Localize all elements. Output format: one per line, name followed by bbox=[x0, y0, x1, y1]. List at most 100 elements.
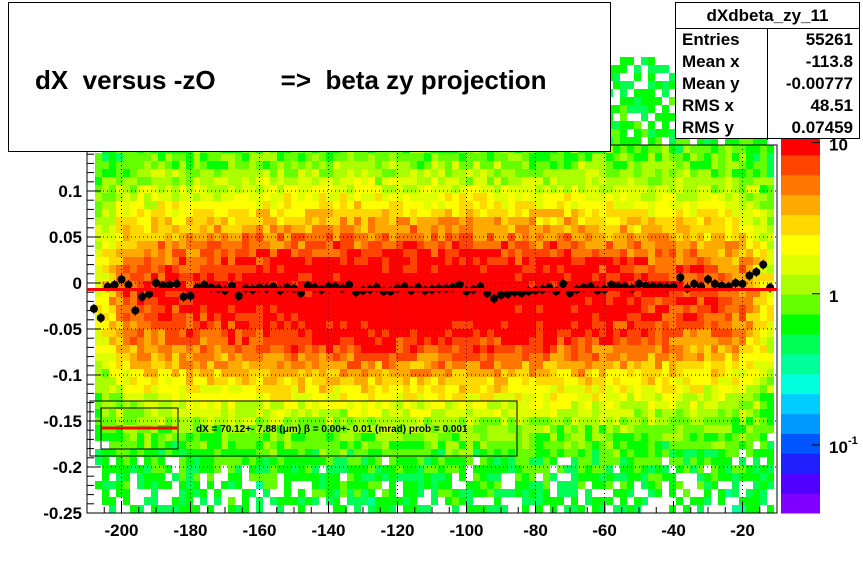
heatmap-cell bbox=[564, 409, 571, 417]
heatmap-cell bbox=[151, 289, 158, 297]
heatmap-cell bbox=[186, 305, 193, 313]
heatmap-cell bbox=[613, 145, 620, 153]
heatmap-cell bbox=[221, 369, 228, 377]
heatmap-cell bbox=[725, 313, 732, 321]
heatmap-cell bbox=[508, 257, 515, 265]
heatmap-cell bbox=[319, 337, 326, 345]
heatmap-cell bbox=[123, 497, 130, 505]
heatmap-cell bbox=[662, 393, 669, 401]
heatmap-cell bbox=[123, 193, 130, 201]
heatmap-cell bbox=[641, 97, 648, 105]
heatmap-cell bbox=[655, 321, 662, 329]
heatmap-cell bbox=[151, 161, 158, 169]
heatmap-cell bbox=[102, 481, 109, 489]
heatmap-cell bbox=[95, 185, 102, 193]
heatmap-cell bbox=[172, 329, 179, 337]
heatmap-cell bbox=[270, 457, 277, 465]
heatmap-cell bbox=[725, 473, 732, 481]
heatmap-cell bbox=[669, 161, 676, 169]
heatmap-cell bbox=[200, 457, 207, 465]
heatmap-cell bbox=[641, 329, 648, 337]
heatmap-cell bbox=[340, 209, 347, 217]
heatmap-cell bbox=[536, 449, 543, 457]
heatmap-cell bbox=[102, 497, 109, 505]
heatmap-cell bbox=[725, 233, 732, 241]
heatmap-cell bbox=[207, 305, 214, 313]
heatmap-cell bbox=[109, 369, 116, 377]
heatmap-cell bbox=[235, 385, 242, 393]
heatmap-cell bbox=[669, 393, 676, 401]
heatmap-cell bbox=[431, 417, 438, 425]
heatmap-cell bbox=[186, 409, 193, 417]
heatmap-cell bbox=[557, 297, 564, 305]
heatmap-cell bbox=[102, 449, 109, 457]
heatmap-cell bbox=[655, 185, 662, 193]
heatmap-cell bbox=[592, 353, 599, 361]
heatmap-cell bbox=[578, 441, 585, 449]
heatmap-cell bbox=[207, 409, 214, 417]
heatmap-cell bbox=[459, 377, 466, 385]
heatmap-cell bbox=[564, 441, 571, 449]
heatmap-cell bbox=[137, 169, 144, 177]
heatmap-cell bbox=[228, 377, 235, 385]
heatmap-cell bbox=[368, 225, 375, 233]
heatmap-cell bbox=[305, 473, 312, 481]
heatmap-cell bbox=[466, 321, 473, 329]
heatmap-cell bbox=[130, 201, 137, 209]
heatmap-cell bbox=[466, 409, 473, 417]
heatmap-cell bbox=[368, 505, 375, 513]
heatmap-cell bbox=[704, 169, 711, 177]
heatmap-cell bbox=[753, 217, 760, 225]
heatmap-cell bbox=[186, 353, 193, 361]
heatmap-cell bbox=[109, 441, 116, 449]
heatmap-cell bbox=[123, 273, 130, 281]
heatmap-cell bbox=[683, 329, 690, 337]
heatmap-cell bbox=[662, 377, 669, 385]
heatmap-cell bbox=[529, 393, 536, 401]
heatmap-cell bbox=[333, 337, 340, 345]
heatmap-cell bbox=[697, 169, 704, 177]
heatmap-cell bbox=[760, 385, 767, 393]
heatmap-cell bbox=[662, 273, 669, 281]
heatmap-cell bbox=[641, 241, 648, 249]
heatmap-cell bbox=[543, 321, 550, 329]
heatmap-cell bbox=[515, 449, 522, 457]
heatmap-cell bbox=[389, 481, 396, 489]
heatmap-cell bbox=[354, 417, 361, 425]
heatmap-cell bbox=[718, 297, 725, 305]
heatmap-cell bbox=[683, 465, 690, 473]
heatmap-cell bbox=[732, 369, 739, 377]
heatmap-cell bbox=[284, 305, 291, 313]
heatmap-cell bbox=[382, 201, 389, 209]
heatmap-cell bbox=[669, 361, 676, 369]
heatmap-cell bbox=[277, 265, 284, 273]
heatmap-cell bbox=[431, 313, 438, 321]
heatmap-cell bbox=[662, 353, 669, 361]
heatmap-cell bbox=[277, 193, 284, 201]
heatmap-cell bbox=[459, 185, 466, 193]
heatmap-cell bbox=[305, 369, 312, 377]
heatmap-cell bbox=[263, 249, 270, 257]
heatmap-cell bbox=[305, 393, 312, 401]
heatmap-cell bbox=[382, 489, 389, 497]
heatmap-cell bbox=[305, 329, 312, 337]
heatmap-cell bbox=[550, 377, 557, 385]
heatmap-cell bbox=[179, 233, 186, 241]
heatmap-cell bbox=[228, 161, 235, 169]
heatmap-cell bbox=[403, 409, 410, 417]
heatmap-cell bbox=[382, 441, 389, 449]
heatmap-cell bbox=[347, 297, 354, 305]
heatmap-cell bbox=[599, 225, 606, 233]
heatmap-cell bbox=[221, 337, 228, 345]
heatmap-cell bbox=[690, 417, 697, 425]
heatmap-cell bbox=[564, 185, 571, 193]
heatmap-cell bbox=[361, 177, 368, 185]
heatmap-cell bbox=[522, 345, 529, 353]
heatmap-cell bbox=[641, 273, 648, 281]
heatmap-cell bbox=[690, 465, 697, 473]
heatmap-cell bbox=[592, 401, 599, 409]
heatmap-cell bbox=[655, 465, 662, 473]
heatmap-cell bbox=[466, 177, 473, 185]
heatmap-cell bbox=[431, 473, 438, 481]
heatmap-cell bbox=[193, 241, 200, 249]
